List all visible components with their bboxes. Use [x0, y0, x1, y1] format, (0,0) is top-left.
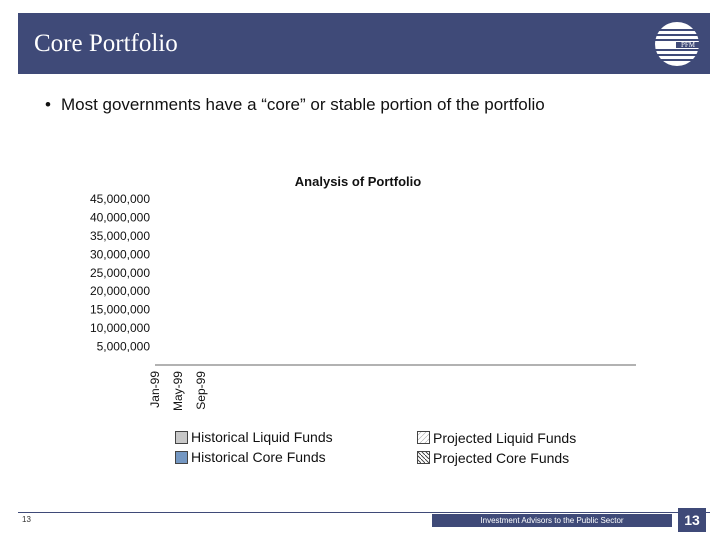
legend-swatch-historical-core — [175, 451, 188, 464]
y-tick-label: 30,000,000 — [90, 247, 150, 261]
y-tick-label: 10,000,000 — [90, 321, 150, 335]
x-tick-label: Sep-99 — [194, 371, 208, 410]
legend-label-projected-liquid: Projected Liquid Funds — [433, 430, 577, 446]
pfm-logo-icon: PFM — [655, 22, 700, 66]
bullet-icon: • — [45, 95, 51, 114]
y-tick-label: 40,000,000 — [90, 210, 150, 224]
legend-swatch-projected-liquid — [417, 431, 430, 444]
footer-tagline: Investment Advisors to the Public Sector — [432, 514, 672, 527]
y-tick-label: 25,000,000 — [90, 266, 150, 280]
y-tick-label: 5,000,000 — [97, 340, 151, 354]
footer-page-number: 13 — [678, 508, 706, 532]
title-bar: Core Portfolio PFM — [18, 13, 710, 74]
legend-label-historical-liquid: Historical Liquid Funds — [191, 429, 333, 445]
legend-swatch-historical-liquid — [175, 431, 188, 444]
footer-page-number-left: 13 — [22, 515, 31, 524]
x-tick-label: Jan-99 — [148, 371, 162, 408]
legend-label-historical-core: Historical Core Funds — [191, 449, 326, 465]
footer-divider — [18, 512, 710, 513]
slide-title: Core Portfolio — [34, 30, 178, 57]
legend-label-projected-core: Projected Core Funds — [433, 450, 570, 466]
logo-text: PFM — [681, 41, 696, 49]
y-tick-label: 35,000,000 — [90, 229, 150, 243]
x-tick-label: May-99 — [171, 371, 185, 411]
y-tick-label: 15,000,000 — [90, 303, 150, 317]
legend-swatch-projected-core — [417, 451, 430, 464]
y-tick-label: 20,000,000 — [90, 284, 150, 298]
y-tick-label: 45,000,000 — [90, 192, 150, 206]
chart-title: Analysis of Portfolio — [295, 174, 421, 189]
bullet-point: • Most governments have a “core” or stabl… — [45, 95, 545, 115]
bullet-text: Most governments have a “core” or stable… — [60, 95, 545, 114]
